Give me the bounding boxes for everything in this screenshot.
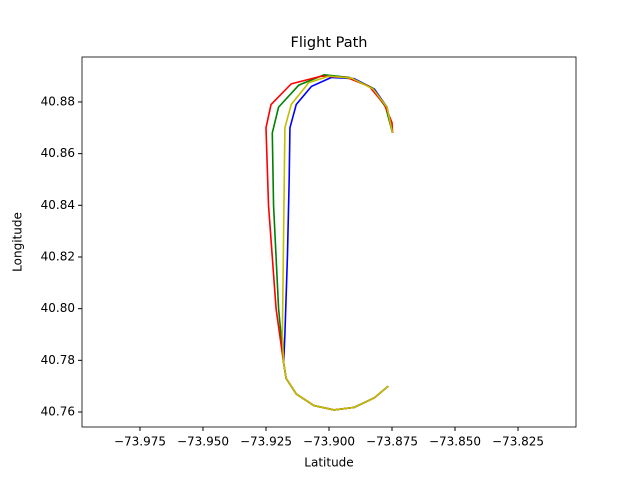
y-tick-label: 40.84 <box>41 198 75 212</box>
y-axis-label: Longitude <box>11 212 25 272</box>
y-tick-label: 40.82 <box>41 249 75 263</box>
y-tick-label: 40.86 <box>41 146 75 160</box>
y-tick-label: 40.76 <box>41 405 75 419</box>
chart-title: Flight Path <box>291 35 368 51</box>
y-tick-label: 40.80 <box>41 301 75 315</box>
x-tick-label: −73.875 <box>366 435 418 449</box>
x-tick-label: −73.900 <box>303 435 355 449</box>
x-tick-label: −73.975 <box>114 435 166 449</box>
flight-line <box>281 75 394 411</box>
x-tick-label: −73.950 <box>177 435 229 449</box>
plot-frame <box>81 56 577 428</box>
x-tick-label: −73.925 <box>240 435 292 449</box>
y-tick-label: 40.88 <box>41 94 75 108</box>
x-tick-label: −73.850 <box>429 435 481 449</box>
y-tick-label: 40.78 <box>41 353 75 367</box>
x-axis-label: Latitude <box>304 456 353 470</box>
x-tick-label: −73.825 <box>492 435 544 449</box>
